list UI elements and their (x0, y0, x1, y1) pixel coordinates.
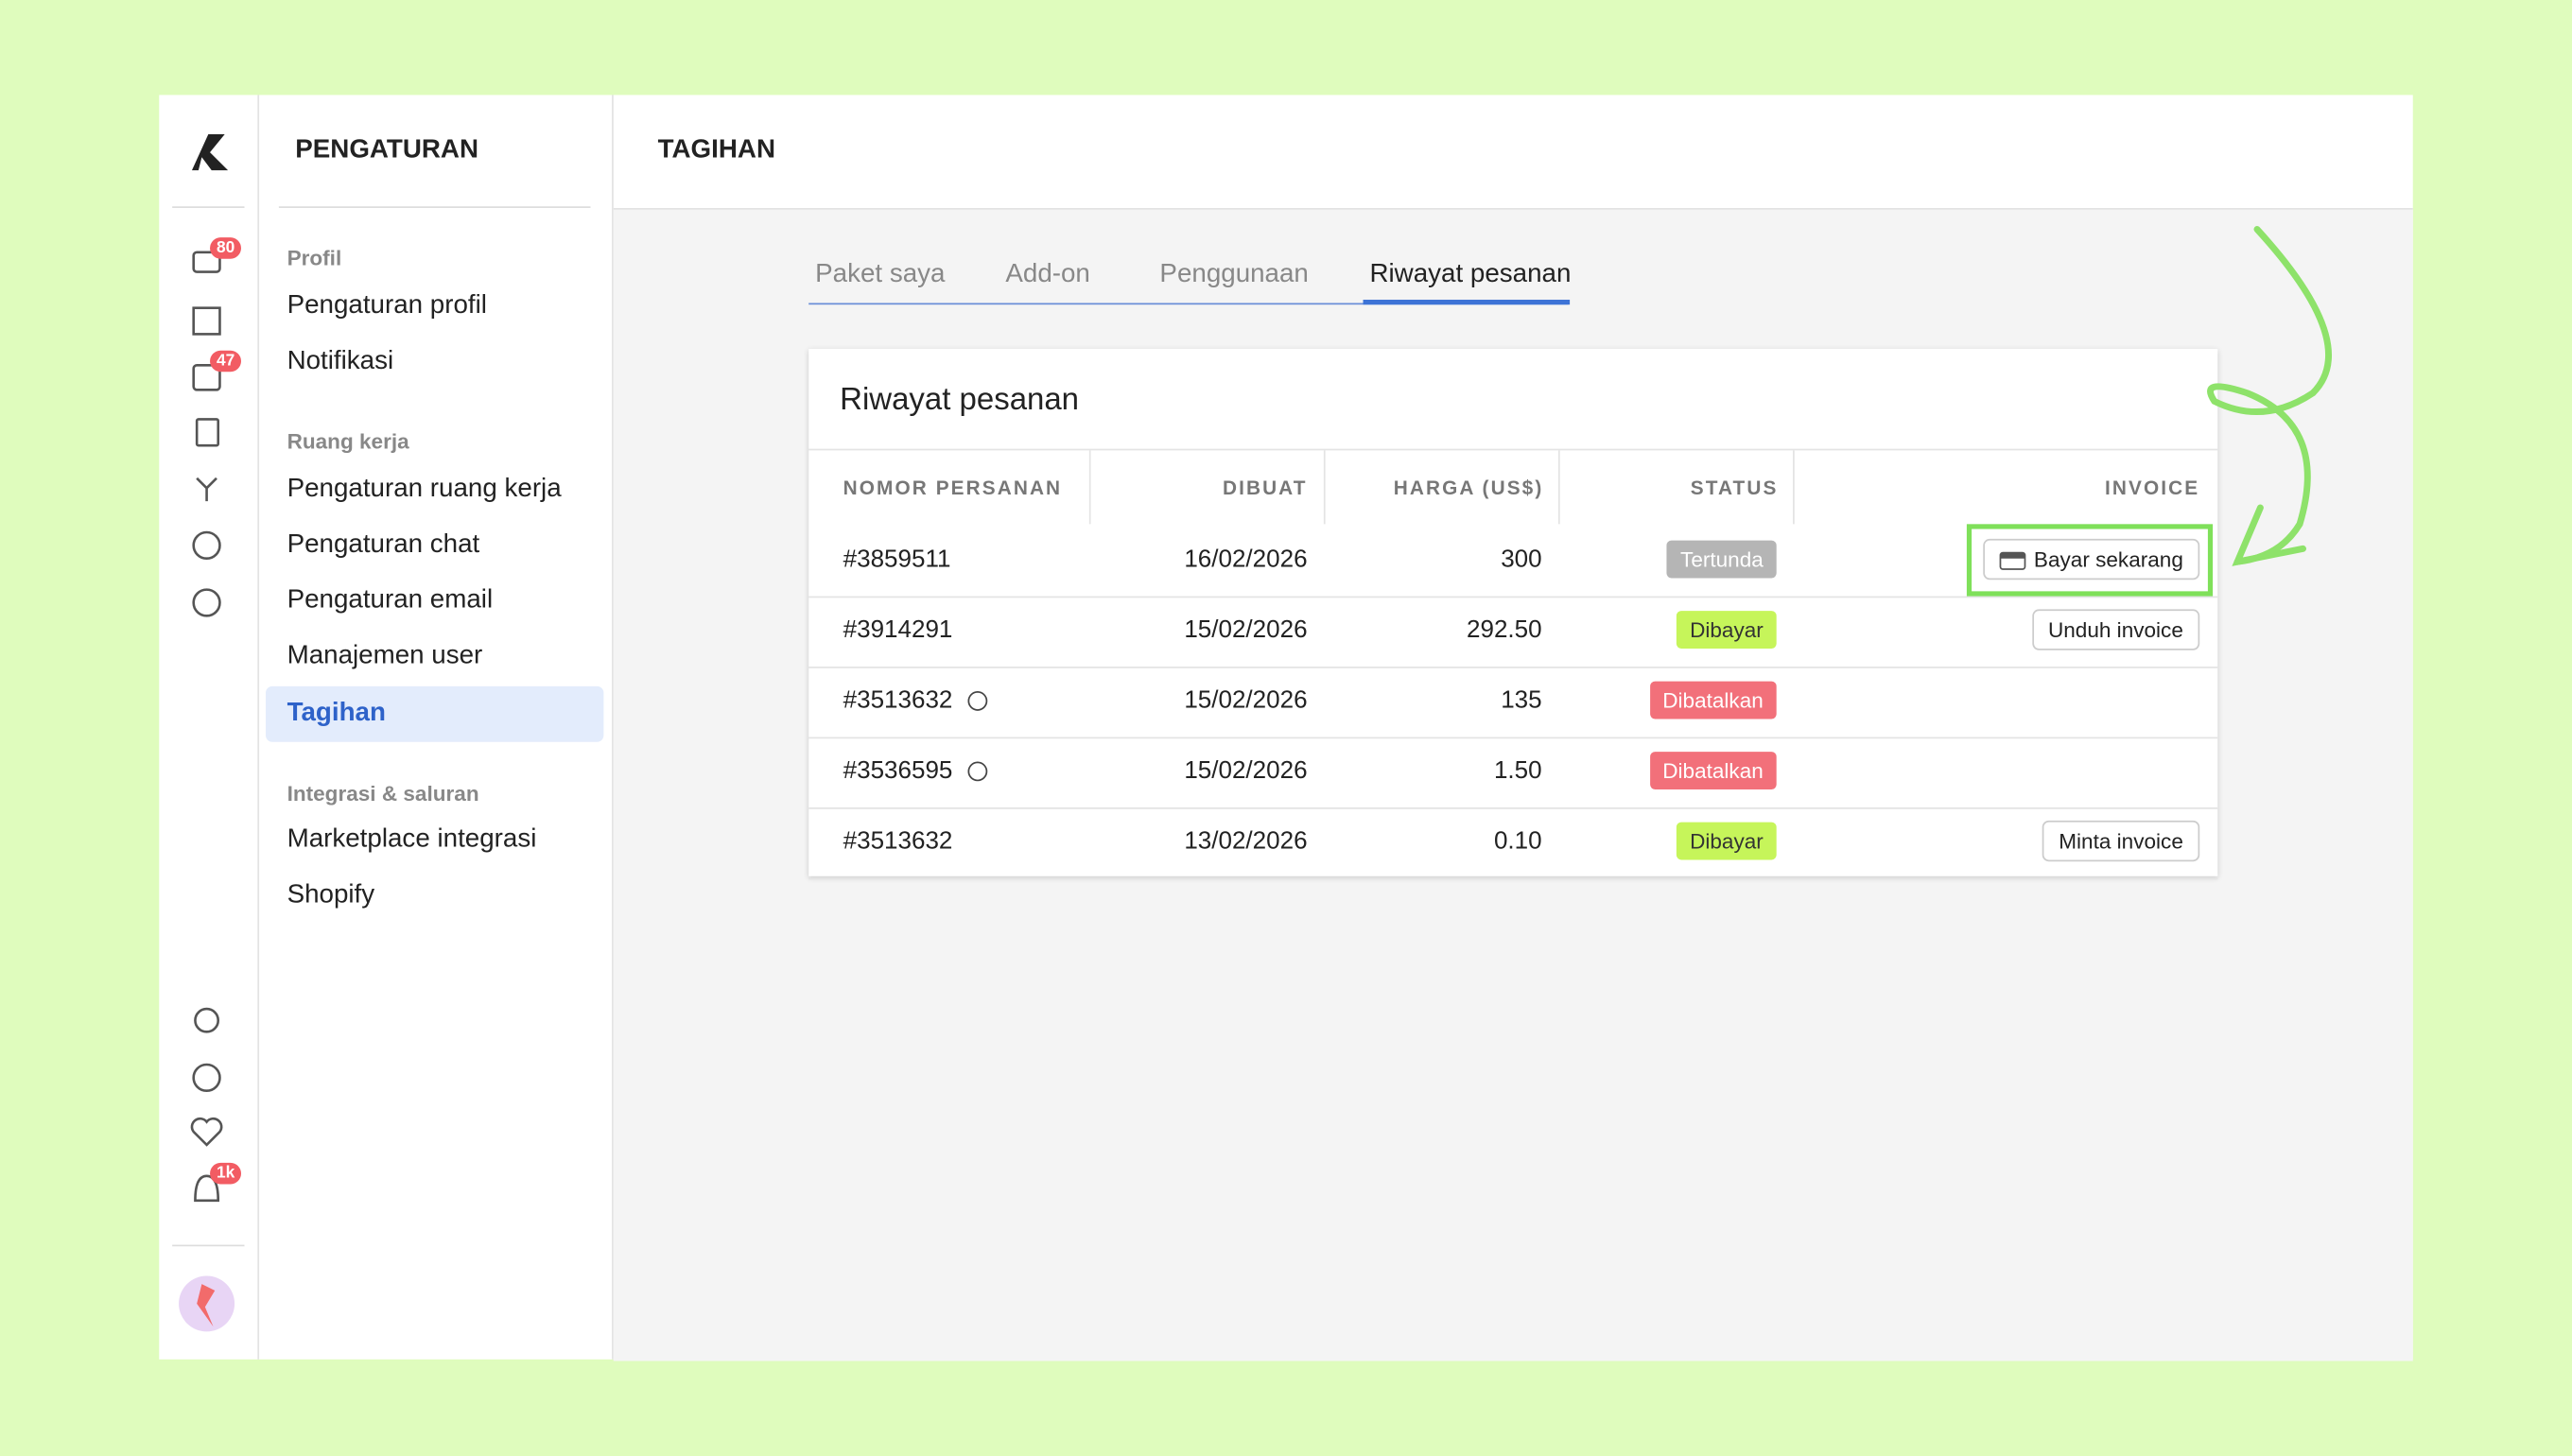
price: 300 (1501, 545, 1542, 574)
status-badge: Tertunda (1667, 540, 1777, 579)
tab-active[interactable]: Riwayat pesanan (1369, 260, 1572, 288)
menu-item[interactable]: Pengaturan profil (287, 291, 487, 320)
status-badge: Dibayar (1677, 822, 1777, 860)
section-heading: Ruang kerja (287, 428, 409, 454)
menu-item[interactable]: Manajemen user (287, 642, 483, 670)
nav-icons (179, 251, 235, 1332)
heart-icon[interactable] (190, 1117, 223, 1147)
order-number: #3513632 (843, 685, 953, 715)
row-divider (808, 737, 2218, 739)
icon-bar (159, 95, 260, 1360)
status-badge: Dibatalkan (1649, 752, 1777, 789)
column-header: DIBUAT (1222, 477, 1308, 500)
column-header: NOMOR PERSANAN (843, 477, 1063, 500)
column-header: HARGA (US$) (1393, 477, 1544, 500)
price: 135 (1501, 685, 1542, 715)
menu-item-active[interactable]: Tagihan (287, 699, 386, 728)
order-number: #3513632 (843, 826, 953, 856)
settings-icon[interactable] (194, 1007, 220, 1033)
section-heading: Integrasi & saluran (287, 781, 479, 806)
chat-icon[interactable] (192, 251, 221, 273)
invoice-button[interactable]: Unduh invoice (2031, 609, 2200, 650)
row-divider (808, 877, 2218, 880)
settings-title: PENGATURAN (295, 135, 479, 165)
whatsapp-icon[interactable] (192, 588, 221, 617)
info-icon (967, 761, 988, 782)
status-badge: Dibayar (1677, 611, 1777, 649)
tab[interactable]: Penggunaan (1159, 260, 1309, 288)
flow-icon[interactable] (196, 477, 217, 502)
section-heading: Profil (287, 245, 342, 270)
created-date: 15/02/2026 (1184, 685, 1308, 715)
tab[interactable]: Add-on (1005, 260, 1090, 288)
badge: 1k (210, 1162, 242, 1185)
annotation-arrow (2207, 226, 2332, 566)
row-divider (808, 596, 2218, 598)
card-title: Riwayat pesanan (840, 383, 1080, 418)
report-icon[interactable] (192, 530, 221, 561)
active-highlight (266, 685, 604, 742)
menu-item[interactable]: Shopify (287, 880, 375, 910)
status-badge: Dibatalkan (1649, 681, 1777, 719)
menu-item[interactable]: Pengaturan chat (287, 530, 480, 559)
created-date: 15/02/2026 (1184, 756, 1308, 785)
row-divider (808, 807, 2218, 809)
card-icon (1999, 551, 2026, 570)
logo (191, 134, 229, 171)
menu-item[interactable]: Pengaturan email (287, 586, 494, 615)
column-header: INVOICE (2105, 477, 2200, 500)
invoice-button[interactable]: Minta invoice (2042, 820, 2200, 862)
menu-item[interactable]: Notifikasi (287, 347, 394, 375)
tab[interactable]: Paket saya (815, 260, 946, 288)
invoice-button[interactable]: Bayar sekarang (1983, 538, 2200, 581)
settings-column (259, 95, 614, 1360)
price: 292.50 (1467, 615, 1542, 644)
doc-icon[interactable] (195, 418, 220, 447)
highlight-box (1966, 524, 2214, 597)
board-icon[interactable] (192, 306, 221, 336)
calendar-icon[interactable] (192, 364, 221, 391)
info-icon (967, 691, 988, 711)
row-divider (808, 667, 2218, 668)
badge: 47 (210, 350, 242, 373)
badge: 80 (210, 237, 242, 259)
bell-icon[interactable] (194, 1174, 220, 1203)
menu-item[interactable]: Pengaturan ruang kerja (287, 475, 562, 503)
order-number: #3859511 (843, 545, 951, 574)
menu-item[interactable]: Marketplace integrasi (287, 825, 537, 854)
order-number: #3914291 (843, 615, 953, 644)
column-header: STATUS (1690, 477, 1779, 500)
price: 0.10 (1493, 826, 1542, 856)
order-number: #3536595 (843, 756, 953, 785)
created-date: 15/02/2026 (1184, 615, 1308, 644)
created-date: 16/02/2026 (1184, 545, 1308, 574)
orders-card (808, 348, 2218, 876)
price: 1.50 (1493, 756, 1542, 785)
created-date: 13/02/2026 (1184, 826, 1308, 856)
help-icon[interactable] (192, 1063, 221, 1093)
page-title: TAGIHAN (657, 135, 775, 165)
